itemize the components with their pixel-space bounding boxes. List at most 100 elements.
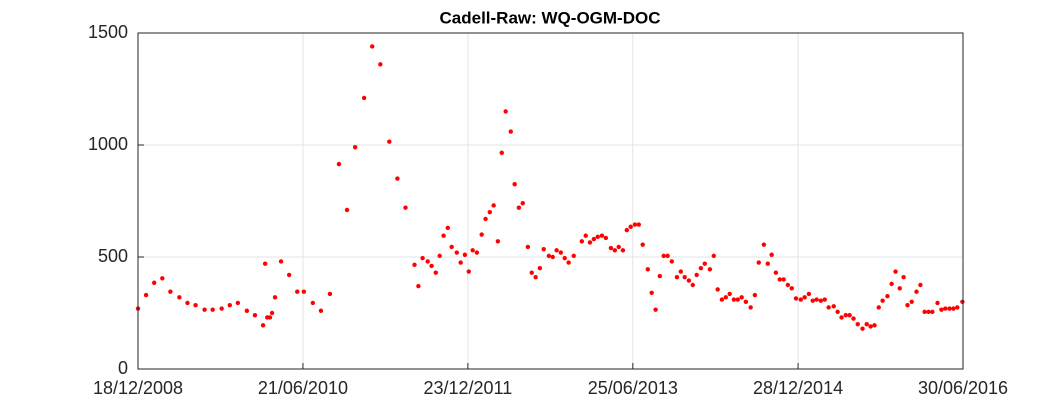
point xyxy=(690,282,695,288)
point xyxy=(922,309,927,315)
point xyxy=(508,129,513,134)
point xyxy=(739,295,744,300)
point xyxy=(777,277,782,282)
point xyxy=(491,203,496,208)
point xyxy=(286,272,292,278)
point xyxy=(872,323,877,328)
point xyxy=(748,305,753,310)
point xyxy=(529,270,534,275)
point xyxy=(462,252,468,257)
point xyxy=(252,313,258,318)
point xyxy=(960,299,965,304)
point xyxy=(665,253,670,259)
point xyxy=(727,291,732,297)
point xyxy=(930,309,935,315)
point xyxy=(806,291,812,297)
point xyxy=(454,250,459,255)
point xyxy=(802,295,807,300)
point xyxy=(562,255,567,261)
point xyxy=(272,295,278,300)
point xyxy=(781,277,786,282)
point xyxy=(295,289,300,294)
point xyxy=(905,302,910,308)
point xyxy=(661,253,666,259)
point xyxy=(752,292,758,298)
point xyxy=(715,287,720,292)
point xyxy=(429,263,434,269)
point xyxy=(743,299,749,304)
point xyxy=(185,300,190,306)
point xyxy=(761,242,767,247)
point xyxy=(550,254,555,260)
point xyxy=(479,232,484,237)
point xyxy=(278,259,284,264)
point xyxy=(310,300,316,306)
point xyxy=(403,205,408,210)
x-tick-label: 25/06/2013 xyxy=(588,378,678,398)
point xyxy=(847,313,852,318)
point xyxy=(678,269,684,274)
point xyxy=(595,234,600,240)
point xyxy=(769,252,774,257)
point xyxy=(765,261,770,266)
point xyxy=(620,248,626,253)
point xyxy=(864,322,869,327)
point xyxy=(860,326,865,331)
point xyxy=(227,302,232,308)
point xyxy=(822,297,827,302)
point xyxy=(926,309,931,315)
point xyxy=(632,222,638,227)
x-tick-label: 21/06/2010 xyxy=(258,378,348,398)
point xyxy=(395,176,400,181)
point xyxy=(719,297,725,302)
point xyxy=(499,150,504,156)
point xyxy=(318,308,324,313)
point xyxy=(649,290,654,296)
point xyxy=(537,266,543,271)
point xyxy=(785,282,791,288)
point xyxy=(935,300,940,306)
point xyxy=(412,262,417,268)
x-tick-label: 18/12/2008 xyxy=(93,378,183,398)
point xyxy=(449,244,454,250)
point xyxy=(558,250,564,255)
point xyxy=(616,244,621,250)
point xyxy=(839,315,844,320)
point xyxy=(818,298,824,303)
point xyxy=(624,227,630,233)
point xyxy=(470,248,475,253)
point xyxy=(210,307,215,312)
point xyxy=(571,253,576,259)
point xyxy=(947,306,952,311)
point xyxy=(587,240,593,245)
point xyxy=(420,255,425,261)
point xyxy=(723,295,728,300)
point xyxy=(698,266,704,271)
point xyxy=(525,244,531,250)
point xyxy=(645,267,651,272)
point xyxy=(773,270,779,275)
point xyxy=(612,248,618,253)
point xyxy=(583,233,588,238)
point xyxy=(445,225,450,231)
point xyxy=(880,298,885,303)
point xyxy=(636,222,642,227)
point xyxy=(814,297,819,302)
point xyxy=(599,233,605,238)
axes-box xyxy=(137,32,964,370)
point xyxy=(437,253,442,259)
point xyxy=(533,274,538,280)
point xyxy=(897,286,902,291)
point xyxy=(868,324,873,329)
point xyxy=(901,274,906,280)
point xyxy=(889,281,894,287)
point xyxy=(711,253,716,259)
point xyxy=(336,161,342,167)
point xyxy=(943,306,948,311)
point xyxy=(378,62,383,67)
point xyxy=(566,260,571,265)
point xyxy=(789,286,794,291)
point xyxy=(458,260,463,265)
